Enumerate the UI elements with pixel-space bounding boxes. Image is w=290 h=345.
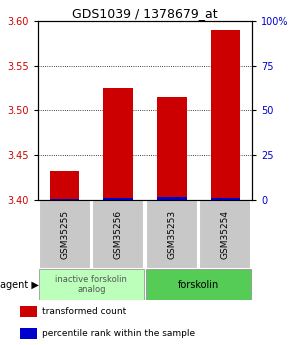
- Bar: [104, 88, 133, 200]
- Text: GSM35253: GSM35253: [167, 210, 176, 259]
- Bar: [20, 306, 37, 317]
- Bar: [211, 30, 240, 200]
- Bar: [92, 200, 144, 269]
- Bar: [20, 328, 37, 339]
- Title: GDS1039 / 1378679_at: GDS1039 / 1378679_at: [72, 7, 218, 20]
- Bar: [157, 197, 186, 200]
- Text: GSM35256: GSM35256: [114, 210, 123, 259]
- Bar: [39, 200, 90, 269]
- Bar: [157, 97, 186, 200]
- Bar: [104, 198, 133, 200]
- Text: percentile rank within the sample: percentile rank within the sample: [42, 329, 195, 338]
- Bar: [50, 199, 79, 200]
- Text: agent ▶: agent ▶: [0, 280, 39, 289]
- Bar: [50, 171, 79, 200]
- Bar: [39, 269, 144, 300]
- Text: forskolin: forskolin: [178, 280, 219, 289]
- Bar: [146, 269, 251, 300]
- Bar: [146, 200, 198, 269]
- Bar: [200, 200, 251, 269]
- Bar: [211, 198, 240, 200]
- Text: transformed count: transformed count: [42, 307, 126, 316]
- Text: GSM35254: GSM35254: [221, 210, 230, 259]
- Text: inactive forskolin
analog: inactive forskolin analog: [55, 275, 127, 294]
- Text: GSM35255: GSM35255: [60, 210, 69, 259]
